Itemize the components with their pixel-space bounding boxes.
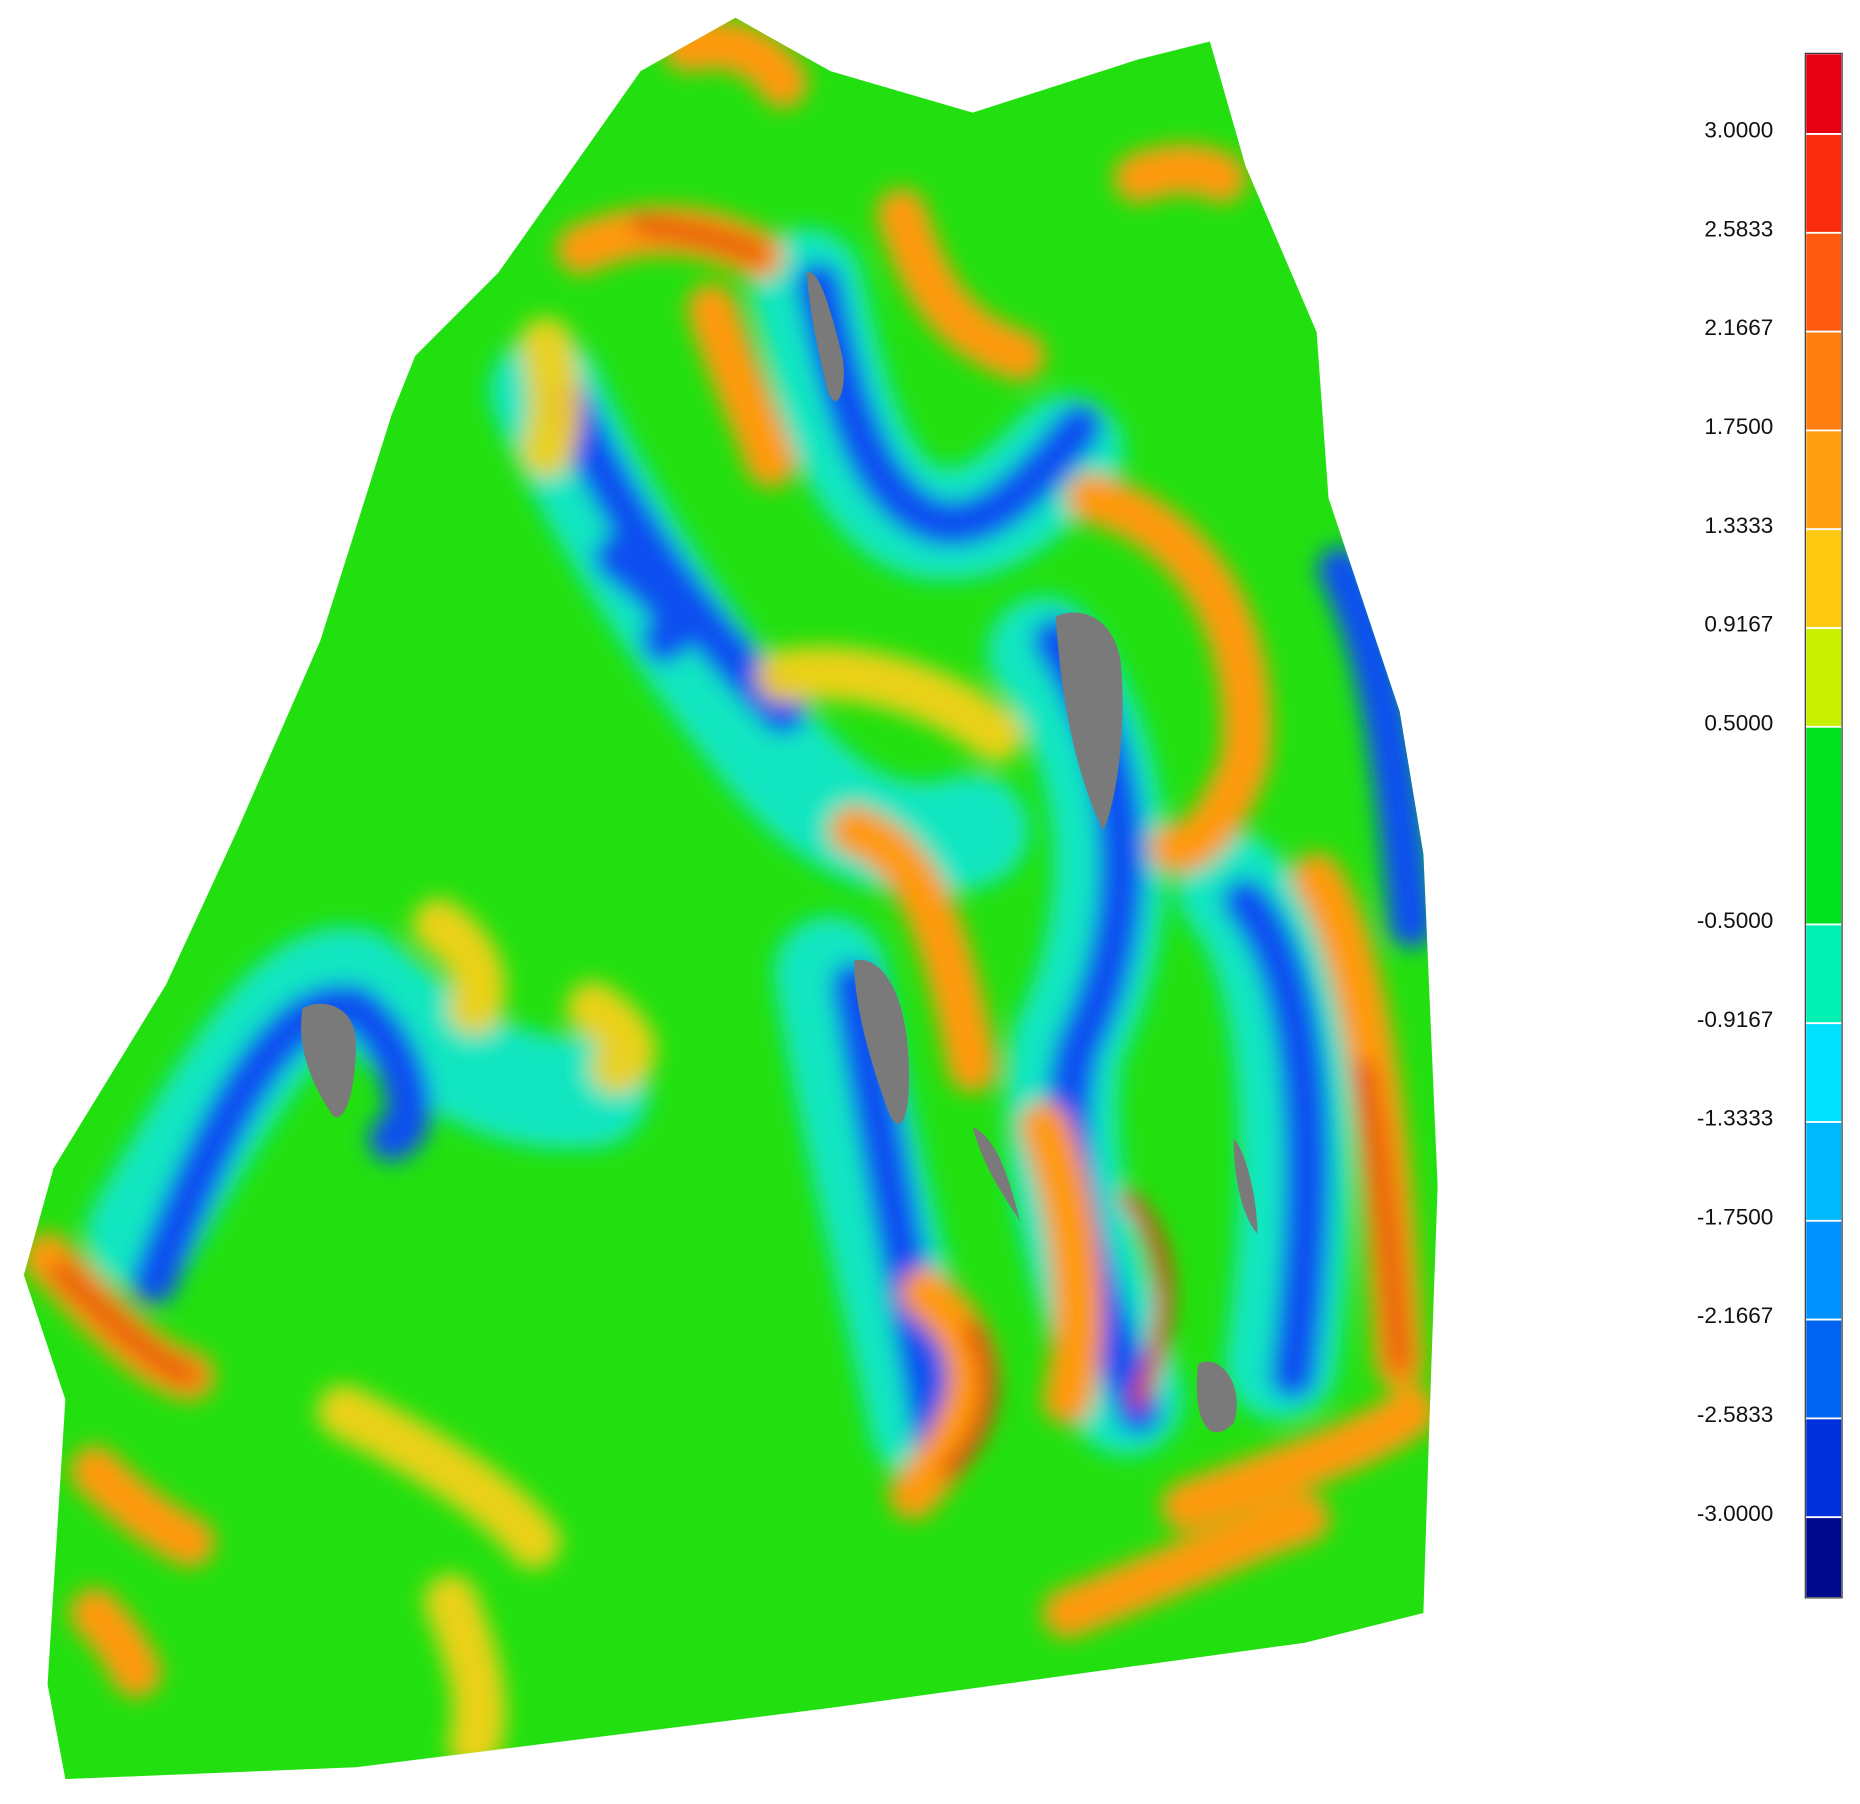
colorbar-label: 2.1667 [1704,315,1773,340]
colorbar-segment [1804,1318,1843,1420]
colorbar-label: 1.3333 [1704,513,1773,538]
colorbar-segment [1804,429,1843,531]
colorbar-label: 3.0000 [1704,118,1773,143]
colorbar-label: 1.7500 [1704,414,1773,439]
colorbar-segment [1804,923,1843,1025]
colorbar-segment [1804,1516,1843,1599]
colorbar-label: 0.9167 [1704,612,1773,637]
colorbar-segment [1804,330,1843,432]
colorbar-label: -2.5833 [1697,1402,1773,1427]
colorbar-label: -2.1667 [1697,1303,1773,1328]
colorbar-label: -0.9167 [1697,1007,1773,1032]
colorbar-segment [1804,1417,1843,1519]
colorbar-label: -0.5000 [1697,908,1773,933]
colorbar-segment [1804,1121,1843,1222]
colorbar-segment [1804,1022,1843,1123]
colorbar-segment [1804,627,1843,728]
colorbar-segment [1804,52,1843,135]
colorbar-segment [1804,1219,1843,1321]
colorbar-label: 2.5833 [1704,216,1773,241]
colorbar: 3.0000 2.5833 2.1667 1.7500 1.3333 0.9167 0.50… [1697,52,1843,1599]
colorbar-segment [1804,725,1843,926]
colorbar-label: -3.0000 [1697,1501,1773,1526]
colorbar-label: 0.5000 [1704,710,1773,735]
colorbar-frame [1804,52,1843,1599]
colorbar-label: -1.7500 [1697,1204,1773,1229]
colorbar-label: -1.3333 [1697,1106,1773,1131]
colorbar-segment [1804,231,1843,333]
colorbar-segment [1804,133,1843,234]
surface [23,17,1438,1780]
colorbar-segment [1804,528,1843,629]
